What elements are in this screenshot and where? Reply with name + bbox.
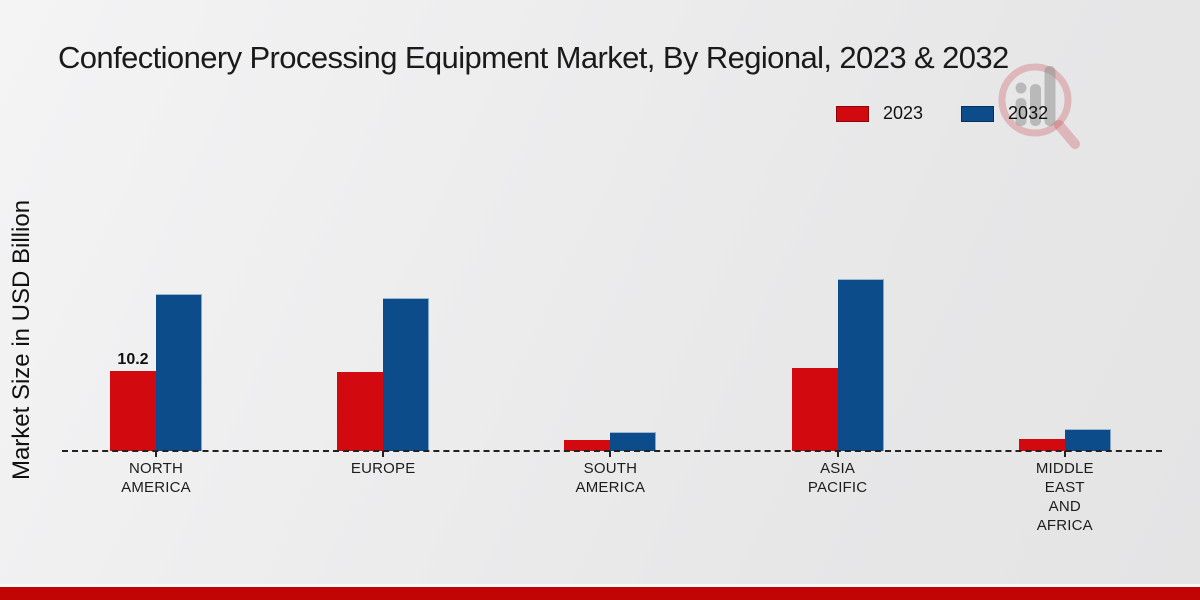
axis-tick-europe	[382, 451, 385, 457]
footer-red-strip	[0, 587, 1200, 600]
brand-watermark-logo	[998, 63, 1080, 149]
bar-2032-middle-east-and-africa	[1064, 429, 1111, 451]
y-axis-label: Market Size in USD Billion	[8, 199, 35, 481]
axis-tick-middle-east-and-africa	[1063, 451, 1066, 457]
category-label-asia-pacific: ASIA PACIFIC	[807, 460, 868, 496]
legend-label-2023: 2023	[883, 103, 924, 123]
category-label-south-america: SOUTH AMERICA	[575, 460, 646, 496]
legend-item-2032: 2032	[961, 103, 1048, 124]
bar-2032-south-america	[610, 432, 657, 451]
footer-divider	[0, 584, 1200, 587]
x-axis-baseline	[62, 450, 1162, 452]
bar-2023-europe	[337, 372, 384, 451]
bar-2023-north-america	[110, 371, 156, 451]
bar-2023-asia-pacific	[791, 368, 838, 451]
bar-2023-south-america	[564, 440, 611, 451]
category-label-north-america: NORTH AMERICA	[121, 460, 191, 496]
bar-2032-north-america	[156, 294, 202, 451]
legend-item-2023: 2023	[836, 103, 923, 124]
bar-2023-middle-east-and-africa	[1018, 439, 1065, 451]
legend-swatch-2023	[836, 105, 869, 122]
bar-2032-europe	[383, 298, 430, 451]
bar-value-label: 10.2	[117, 351, 149, 368]
legend: 2023 2032	[836, 103, 1048, 124]
bar-2032-asia-pacific	[837, 279, 884, 451]
category-label-europe: EUROPE	[350, 460, 416, 477]
axis-tick-south-america	[609, 451, 612, 457]
axis-tick-north-america	[155, 451, 157, 457]
category-label-middle-east-and-africa: MIDDLE EAST AND AFRICA	[1035, 460, 1094, 534]
chart-title: Confectionery Processing Equipment Marke…	[58, 40, 1009, 75]
legend-swatch-2032	[961, 105, 995, 122]
legend-label-2032: 2032	[1008, 103, 1049, 123]
axis-tick-asia-pacific	[836, 451, 839, 457]
